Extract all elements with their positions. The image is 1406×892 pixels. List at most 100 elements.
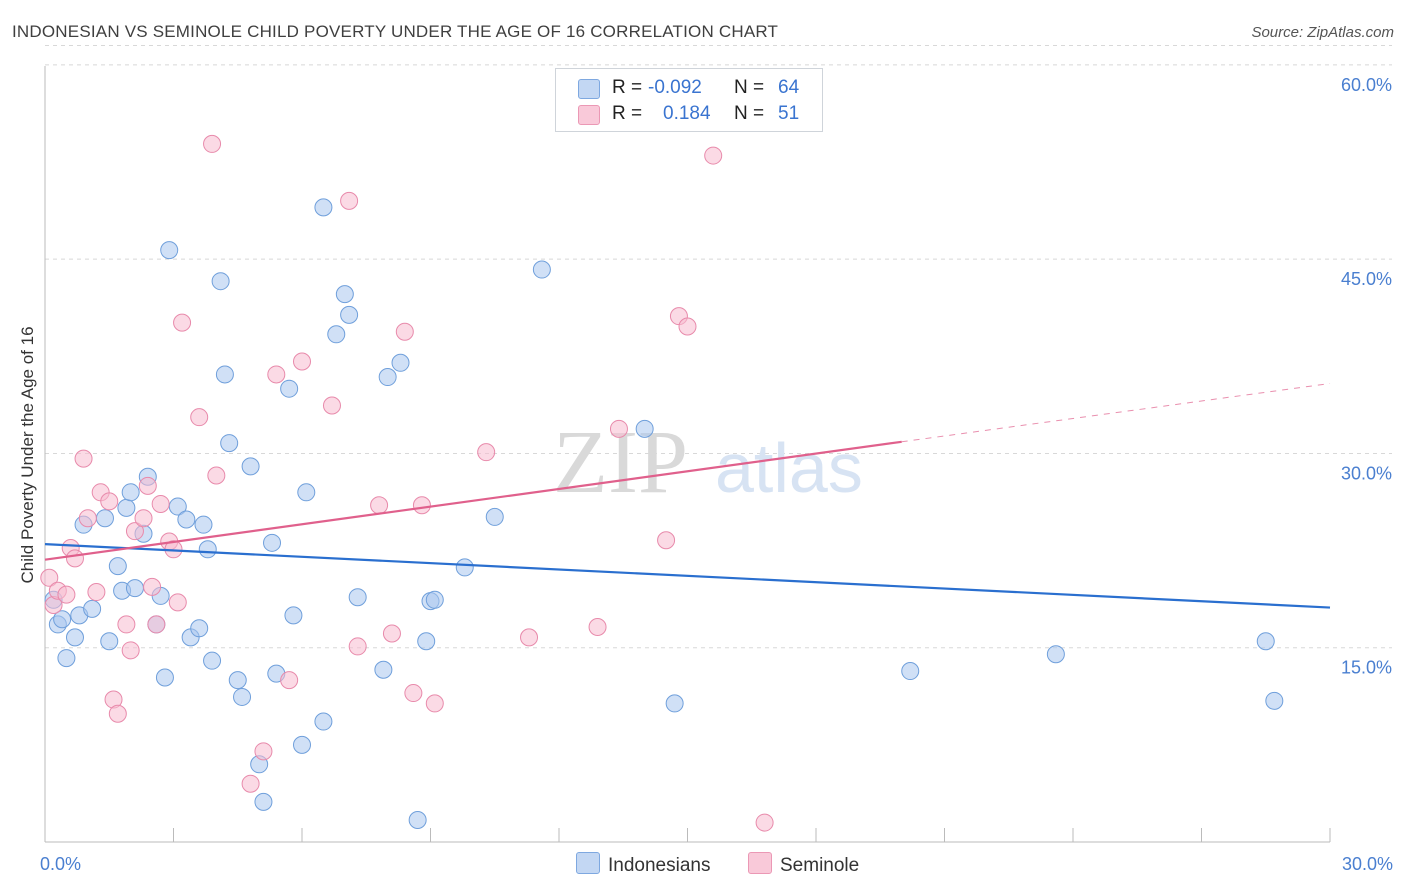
indonesians-point: [57, 649, 76, 668]
seminole-point: [678, 317, 697, 336]
legend-n-label: N =: [734, 77, 765, 98]
seminole-point: [168, 593, 187, 612]
seminole-point: [173, 313, 192, 332]
indonesians-point: [121, 483, 140, 502]
indonesians-point: [391, 353, 410, 372]
indonesians-point: [125, 579, 144, 598]
seminole-point: [151, 494, 170, 513]
indonesians-point: [532, 260, 551, 279]
indonesians-point: [108, 557, 127, 576]
indonesians-point: [177, 510, 196, 529]
tick-labels: 15.0% 30.0% 45.0% 60.0% 0.0% 30.0%: [40, 75, 1393, 874]
indonesians-point: [340, 305, 359, 324]
indonesians-point: [53, 610, 72, 629]
indonesians-point: [155, 668, 174, 687]
indonesians-point: [314, 198, 333, 217]
indonesians-point: [95, 509, 114, 528]
indonesians-point: [455, 558, 474, 577]
indonesians-trend-line: [44, 543, 1331, 609]
seminole-point: [78, 509, 97, 528]
indonesians-point: [263, 533, 282, 552]
seminole-point: [100, 492, 119, 511]
indonesians-point: [297, 483, 316, 502]
seminole-point: [609, 419, 628, 438]
legend-r-label: R =: [612, 77, 643, 98]
indonesians-point: [215, 365, 234, 384]
legend-r-label: R =: [612, 103, 643, 124]
seminole-point: [293, 352, 311, 371]
seminole-point: [412, 496, 431, 515]
seminole-point: [241, 774, 260, 793]
seminole-point: [322, 396, 341, 415]
indonesians-point: [293, 735, 311, 754]
indonesians-point: [1265, 691, 1284, 710]
seminole-trend-line: [44, 440, 902, 561]
indonesians-point: [1256, 632, 1275, 651]
seminole-point: [425, 694, 444, 713]
seminole-point: [138, 476, 157, 495]
y-tick-label: 45.0%: [1341, 269, 1392, 289]
gridlines: [45, 44, 1392, 649]
seminole-point: [40, 568, 59, 587]
indonesians-point: [417, 632, 436, 651]
seminole-point: [87, 583, 106, 602]
indonesians-point: [280, 379, 299, 398]
legend-swatch-pink: [578, 105, 600, 125]
indonesians-point: [190, 619, 209, 638]
indonesians-point: [901, 662, 920, 681]
seminole-point: [190, 408, 209, 427]
indonesians-point: [485, 507, 504, 526]
seminole-point: [121, 641, 140, 660]
seminole-point: [382, 624, 401, 643]
seminole-point: [143, 577, 162, 596]
seminole-point: [203, 134, 222, 153]
trend-lines: [44, 383, 1331, 609]
indonesians-point: [228, 671, 247, 690]
legend-r-value: 0.184: [663, 103, 711, 124]
indonesians-point: [211, 272, 230, 291]
axes: [44, 66, 1331, 843]
correlation-legend: R = -0.092 N = 64 R = 0.184 N = 51: [555, 68, 823, 132]
legend-n-value: 64: [778, 77, 800, 98]
source-label: Source: ZipAtlas.com: [1251, 24, 1394, 41]
seminole-point: [404, 684, 423, 703]
indonesians-point: [117, 498, 136, 517]
legend-n-value: 51: [778, 103, 800, 124]
seminole-point: [477, 443, 496, 462]
seminole-point: [280, 671, 299, 690]
bottom-legend-label: Seminole: [780, 855, 860, 876]
seminole-point: [588, 618, 607, 637]
bottom-legend-swatch-pink: [748, 852, 772, 874]
legend-swatch-blue: [578, 79, 600, 99]
seminole-point: [267, 365, 286, 384]
indonesians-point: [1046, 645, 1065, 664]
indonesians-point: [241, 457, 260, 476]
seminole-point: [370, 496, 389, 515]
seminole-point: [755, 813, 774, 832]
indonesians-point: [198, 540, 217, 559]
indonesians-point: [100, 632, 119, 651]
indonesians-point: [203, 651, 222, 670]
indonesians-point: [665, 694, 684, 713]
seminole-point: [108, 704, 127, 723]
y-tick-label: 60.0%: [1341, 75, 1392, 95]
indonesians-point: [425, 590, 444, 609]
indonesians-point: [284, 606, 303, 625]
y-axis-title: Child Poverty Under the Age of 16: [18, 326, 37, 583]
indonesians-point: [160, 241, 179, 260]
indonesians-point: [378, 368, 397, 387]
indonesians-point: [254, 792, 273, 811]
legend-n-label: N =: [734, 103, 765, 124]
indonesians-point: [335, 285, 354, 304]
seminole-point: [657, 531, 676, 550]
seminole-point: [57, 585, 76, 604]
indonesians-point: [233, 687, 252, 706]
x-tick-label: 30.0%: [1342, 854, 1393, 874]
indonesians-point: [65, 628, 84, 647]
y-tick-label: 30.0%: [1341, 463, 1392, 483]
seminole-point: [134, 509, 153, 528]
indonesians-point: [314, 712, 333, 731]
seminole-point: [395, 322, 414, 341]
indonesians-point: [635, 419, 654, 438]
